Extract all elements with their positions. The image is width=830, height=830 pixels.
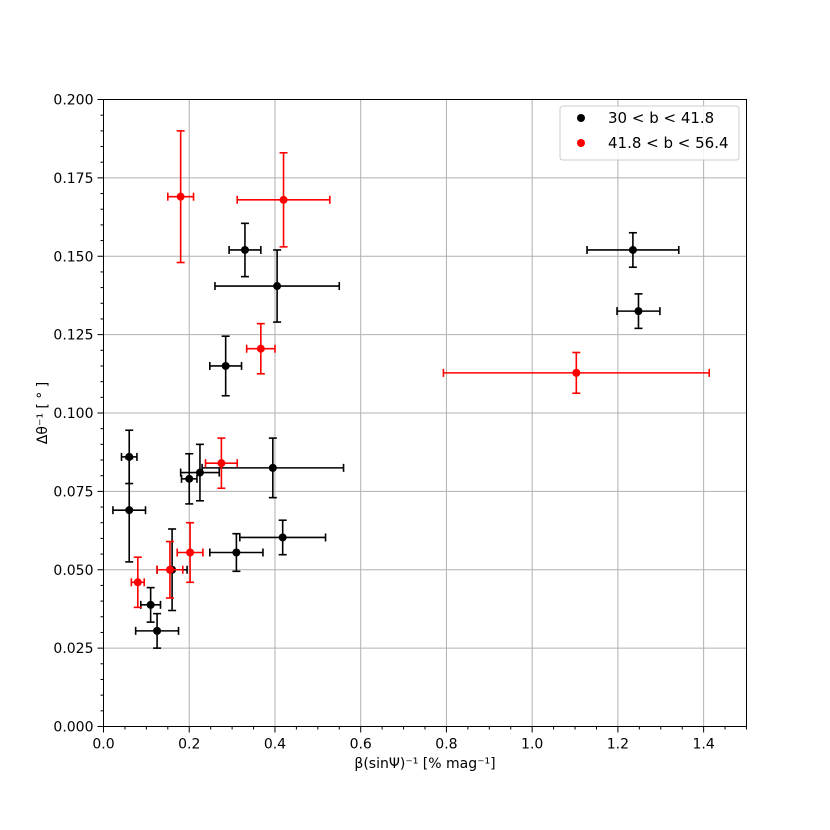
data-marks <box>112 130 711 649</box>
data-point <box>139 586 162 623</box>
data-point-marker <box>221 361 230 370</box>
data-point <box>134 612 180 649</box>
y-tick-label: 0.125 <box>53 328 93 344</box>
data-point <box>179 443 221 502</box>
data-point-marker <box>256 344 265 353</box>
x-tick-label: 0.2 <box>178 737 200 753</box>
data-point <box>204 437 239 490</box>
y-axis-label: Δθ⁻¹ [ ° ] <box>35 382 51 444</box>
data-point <box>130 556 146 609</box>
legend-marker-series-1 <box>577 114 585 122</box>
y-tick-label: 0.100 <box>53 406 93 422</box>
data-point-marker <box>217 459 226 468</box>
data-point-marker <box>240 245 249 254</box>
data-point-marker <box>278 533 287 542</box>
x-tick-label: 1.2 <box>607 737 629 753</box>
data-point-marker <box>232 548 241 557</box>
data-point-marker <box>165 565 174 574</box>
data-point-marker <box>146 600 155 609</box>
y-tick-label: 0.050 <box>53 563 93 579</box>
data-point-marker <box>176 192 185 201</box>
data-point <box>112 457 147 563</box>
legend-marker-series-2 <box>577 139 585 147</box>
y-tick-label: 0.075 <box>53 484 93 500</box>
data-point <box>239 519 327 556</box>
data-point-marker <box>186 548 195 557</box>
y-tick-label: 0.150 <box>53 249 93 265</box>
data-point <box>586 231 680 269</box>
y-tick-label: 0.000 <box>53 720 93 736</box>
data-point-marker <box>279 195 288 204</box>
x-tick-label: 0.8 <box>435 737 457 753</box>
y-tick-label: 0.175 <box>53 171 93 187</box>
data-point-marker <box>125 506 134 515</box>
data-point <box>228 222 262 278</box>
x-tick-label: 1.4 <box>693 737 715 753</box>
legend: 30 < b < 41.8 41.8 < b < 56.4 <box>559 105 740 161</box>
data-point <box>180 452 198 505</box>
data-point <box>209 335 243 397</box>
data-point <box>214 249 341 323</box>
data-point-marker <box>268 463 277 472</box>
data-point <box>176 521 204 584</box>
x-tick-label: 0.0 <box>92 737 114 753</box>
data-point <box>201 437 345 499</box>
y-tick-label: 0.200 <box>53 93 93 109</box>
x-axis-label: β(sinΨ)⁻¹ [% mag⁻¹] <box>354 756 495 772</box>
data-point-marker <box>634 307 643 316</box>
data-point-marker <box>153 626 162 635</box>
data-point <box>245 322 276 375</box>
x-tick-label: 0.6 <box>350 737 372 753</box>
data-point-marker <box>628 245 637 254</box>
axis-ticks: 0.0 0.2 0.4 0.6 0.8 1.0 1.2 1.4 0.000 0.025 0.050 0… <box>53 93 747 753</box>
data-point <box>442 351 711 395</box>
x-tick-label: 1.0 <box>521 737 543 753</box>
data-point <box>209 532 264 573</box>
data-point <box>167 130 195 264</box>
data-point-marker <box>185 474 194 483</box>
data-point <box>616 293 661 330</box>
data-point-marker <box>133 578 142 587</box>
y-tick-label: 0.025 <box>53 641 93 657</box>
legend-box <box>559 105 740 161</box>
legend-label-series-2: 41.8 < b < 56.4 <box>608 134 729 152</box>
data-point <box>236 151 331 248</box>
data-point-marker <box>273 282 282 291</box>
x-tick-label: 0.4 <box>264 737 286 753</box>
legend-label-series-1: 30 < b < 41.8 <box>608 109 714 127</box>
data-point <box>156 540 184 599</box>
data-point-marker <box>572 368 581 377</box>
